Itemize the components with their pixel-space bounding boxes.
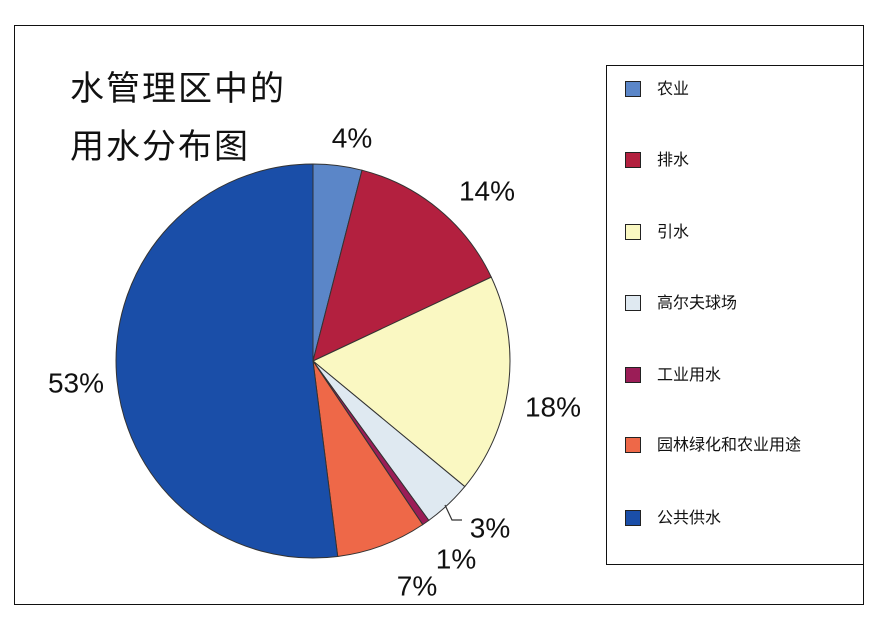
chart-title-line-2: 用水分布图 — [70, 127, 250, 167]
pie-slice-diversion — [312, 276, 511, 488]
chart-title: 水管理区中的 用水分布图 — [70, 60, 286, 176]
legend-item-industrial: 工业用水 — [625, 364, 817, 386]
legend-swatch-landscaping — [625, 437, 641, 453]
legend-item-landscaping: 园林绿化和农业用途 — [625, 434, 817, 456]
legend: 农业 排水 引水 高尔夫球场 工业用水 园林绿化和农业用途 公共供水 — [606, 65, 864, 565]
legend-label-agriculture: 农业 — [657, 79, 690, 98]
legend-label-industrial: 工业用水 — [657, 365, 722, 384]
legend-swatch-agriculture — [625, 81, 641, 97]
legend-swatch-golf-course — [625, 295, 641, 311]
pie-label-industrial: 1% — [436, 543, 476, 574]
legend-swatch-public-supply — [625, 510, 641, 526]
legend-item-public-supply: 公共供水 — [625, 507, 817, 529]
pie-slice-drainage — [312, 169, 492, 362]
pie-label-drainage: 14% — [459, 175, 515, 206]
pie-label-golf-course: 3% — [470, 512, 510, 543]
legend-label-landscaping: 园林绿化和农业用途 — [657, 435, 802, 454]
legend-item-diversion: 引水 — [625, 221, 817, 243]
legend-item-golf-course: 高尔夫球场 — [625, 292, 817, 314]
legend-item-drainage: 排水 — [625, 149, 817, 171]
legend-swatch-diversion — [625, 224, 641, 240]
pie-label-diversion: 18% — [525, 391, 581, 422]
legend-label-diversion: 引水 — [657, 222, 690, 241]
legend-swatch-industrial — [625, 367, 641, 383]
pie-label-landscaping: 7% — [397, 570, 437, 601]
legend-label-public-supply: 公共供水 — [657, 508, 722, 527]
legend-label-golf-course: 高尔夫球场 — [657, 293, 738, 312]
pie-label-public-supply: 53% — [48, 367, 104, 398]
pie-slice-public-supply — [115, 163, 339, 559]
leader-line-golf-course — [444, 504, 462, 521]
pie-label-agriculture: 4% — [332, 122, 372, 153]
legend-item-agriculture: 农业 — [625, 78, 817, 100]
legend-label-drainage: 排水 — [657, 150, 690, 169]
chart-title-line-1: 水管理区中的 — [70, 69, 286, 109]
legend-swatch-drainage — [625, 152, 641, 168]
